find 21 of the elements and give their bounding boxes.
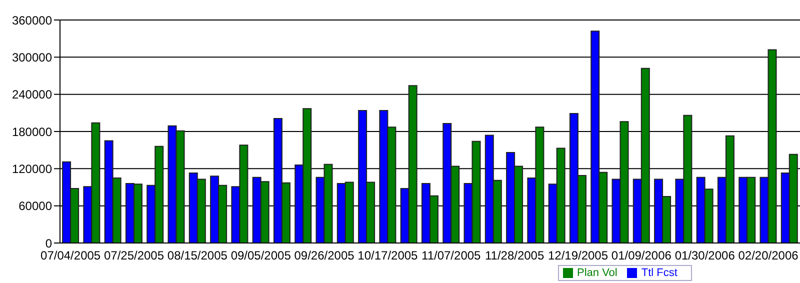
y-tick-label: 360000 <box>12 13 52 28</box>
x-tick-label: 10/17/2005 <box>358 248 418 263</box>
x-tick-label: 09/26/2005 <box>294 248 355 263</box>
x-tick-label: 07/25/2005 <box>104 248 164 263</box>
x-tick-label: 07/04/2005 <box>40 248 101 263</box>
y-tick-label: 0 <box>45 236 52 250</box>
y-tick-label: 180000 <box>12 124 52 139</box>
y-tick-label: 240000 <box>12 88 52 102</box>
y-tick-label: 300000 <box>12 50 52 64</box>
x-tick-label: 08/15/2005 <box>167 248 228 263</box>
y-tick-label: 120000 <box>12 162 52 176</box>
legend-label: Ttl Fcst <box>641 267 678 279</box>
x-tick-label: 09/05/2005 <box>230 248 292 263</box>
legend-label: Plan Vol <box>577 267 618 279</box>
x-tick-label: 02/20/2006 <box>738 248 799 263</box>
x-tick-label: 01/09/2006 <box>611 248 672 263</box>
x-tick-label: 12/19/2005 <box>548 248 608 263</box>
x-tick-label: 01/30/2006 <box>674 248 736 263</box>
x-tick-label: 11/07/2005 <box>422 248 482 263</box>
x-tick-label: 11/28/2005 <box>484 248 544 263</box>
y-tick-label: 60000 <box>18 199 52 214</box>
